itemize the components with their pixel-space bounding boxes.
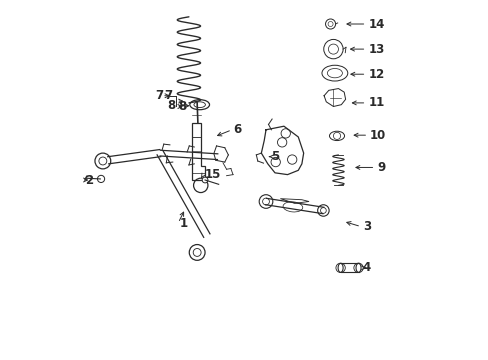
Text: 7: 7	[155, 89, 163, 102]
Text: 10: 10	[369, 129, 386, 142]
Text: 11: 11	[367, 96, 384, 109]
Text: 5: 5	[271, 150, 279, 163]
Text: 2: 2	[85, 174, 93, 186]
Text: 8: 8	[178, 100, 186, 113]
Text: 13: 13	[367, 42, 384, 55]
Text: 1: 1	[180, 216, 188, 230]
Text: 15: 15	[204, 168, 221, 181]
Text: 7: 7	[163, 89, 172, 102]
Text: 3: 3	[362, 220, 370, 233]
Circle shape	[202, 177, 207, 183]
Text: 4: 4	[362, 261, 370, 274]
Text: 6: 6	[233, 123, 242, 136]
Text: 9: 9	[376, 161, 385, 174]
Text: 14: 14	[367, 18, 384, 31]
Text: 8: 8	[167, 99, 175, 112]
Text: 12: 12	[367, 68, 384, 81]
